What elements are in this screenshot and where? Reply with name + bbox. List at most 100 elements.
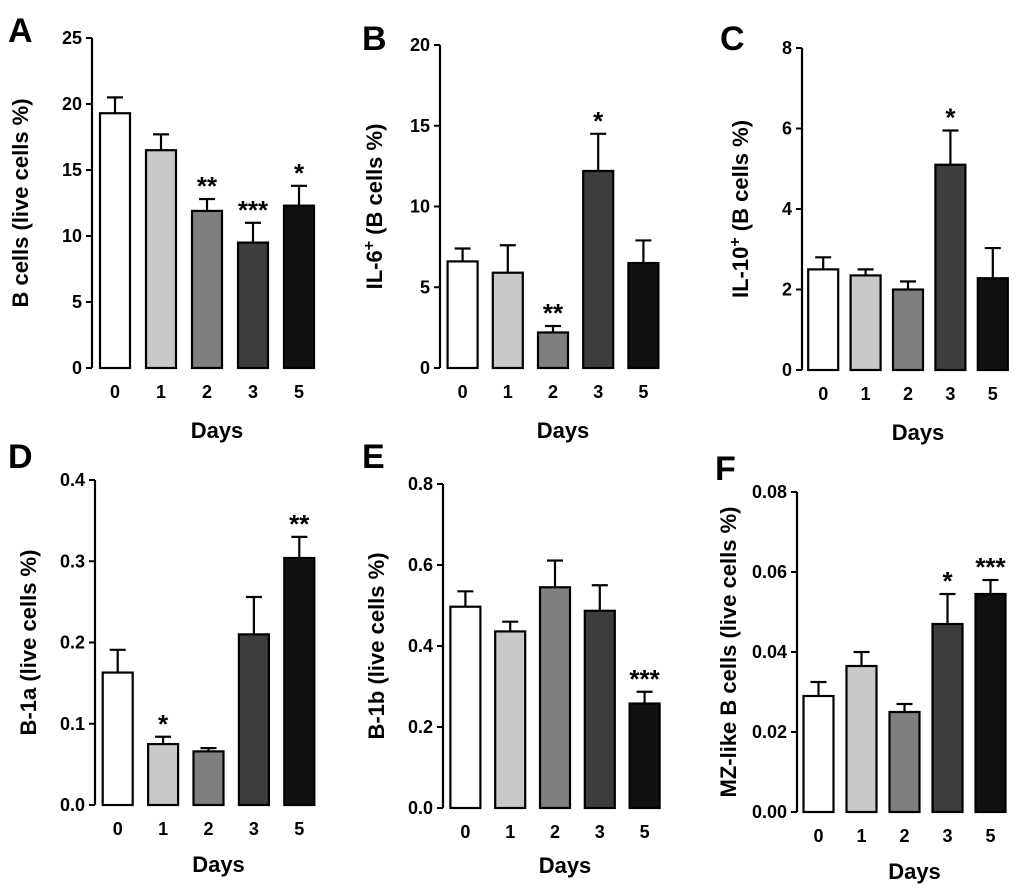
chart-panel-c: C 0 2 4 6 8 0 1 2 3 * 5 Days IL-10+ (B cells %)	[720, 20, 1009, 445]
x-tick-label: 1	[158, 819, 168, 839]
x-tick-label: 1	[856, 826, 866, 846]
x-tick-label: 1	[861, 384, 871, 404]
bar-day-2	[190, 209, 224, 370]
x-tick-label: 2	[899, 826, 909, 846]
bar-day-5	[283, 556, 316, 807]
x-axis-title: Days	[539, 853, 592, 878]
chart-panel-b: B 0 5 10 15 20 0 1 2 ** 3 * 5 Days IL-6+ (B cells %)	[361, 20, 660, 443]
y-tick-label: 0.2	[408, 717, 433, 737]
bar-day-2	[891, 288, 925, 372]
y-tick-label: 0	[72, 358, 82, 378]
y-tick-label: 0.0	[408, 798, 433, 818]
y-tick-label: 0.00	[752, 802, 787, 822]
y-tick-label: 0.02	[752, 722, 787, 742]
x-tick-label: 3	[945, 384, 955, 404]
x-tick-label: 0	[113, 819, 123, 839]
y-tick-label: 0.08	[752, 482, 787, 502]
y-tick-label: 0.3	[60, 551, 85, 571]
bar-day-0	[449, 605, 482, 810]
y-axis-title: IL-6+ (B cells %)	[361, 124, 388, 290]
y-axis-title: B cells (live cells %)	[8, 98, 33, 307]
x-tick-label: 0	[818, 384, 828, 404]
y-tick-label: 25	[62, 28, 82, 48]
panel-letter: D	[8, 438, 33, 476]
bar-day-3	[583, 609, 616, 810]
y-tick-label: 0.1	[60, 714, 85, 734]
bar-day-0	[802, 694, 835, 814]
x-axis-title: Days	[892, 420, 945, 445]
y-tick-label: 0.4	[408, 636, 433, 656]
y-tick-label: 5	[420, 277, 430, 297]
bar-day-5	[628, 702, 661, 810]
x-tick-label: 5	[988, 384, 998, 404]
y-tick-label: 0	[782, 360, 792, 380]
significance-label: *	[945, 103, 956, 133]
bar-day-2	[538, 586, 572, 810]
bar-day-5	[976, 277, 1009, 372]
x-tick-label: 2	[202, 382, 212, 402]
bar-day-2	[536, 331, 570, 370]
y-tick-label: 8	[782, 38, 792, 58]
bar-day-1	[147, 742, 180, 807]
chart-panel-d: D 0.0 0.1 0.2 0.3 0.4 0 1 * 2 3 5 ** Days B-1a (live c…	[8, 438, 316, 877]
y-tick-label: 0.8	[408, 474, 433, 494]
x-tick-label: 1	[505, 822, 515, 842]
x-tick-label: 5	[638, 382, 648, 402]
x-axis-title: Days	[888, 859, 941, 884]
bar-day-0	[446, 260, 479, 370]
y-tick-label: 10	[62, 226, 82, 246]
panel-letter: A	[8, 12, 33, 50]
bar-day-1	[494, 630, 527, 810]
significance-label: **	[197, 171, 218, 201]
x-tick-label: 0	[813, 826, 823, 846]
y-tick-label: 20	[410, 35, 430, 55]
y-tick-label: 4	[782, 199, 792, 219]
panel-letter: B	[362, 20, 387, 58]
y-axis-title: B-1b (live cells %)	[364, 552, 389, 739]
chart-panel-e: E 0.0 0.2 0.4 0.6 0.8 0 1 2 3 5 *** Days B-1b (live c…	[362, 438, 661, 878]
bar-day-1	[845, 664, 878, 814]
significance-label: *	[294, 158, 305, 188]
significance-label: **	[543, 298, 564, 328]
chart-panel-f: F 0.00 0.02 0.04 0.06 0.08 0 1 2 3 * 5 *** Days MZ-lik…	[715, 450, 1007, 884]
y-tick-label: 0.06	[752, 562, 787, 582]
x-tick-label: 3	[595, 822, 605, 842]
bar-day-3	[931, 622, 964, 814]
x-tick-label: 5	[985, 826, 995, 846]
y-tick-label: 0.2	[60, 633, 85, 653]
x-tick-label: 0	[110, 382, 120, 402]
x-axis-title: Days	[192, 852, 245, 877]
y-tick-label: 6	[782, 119, 792, 139]
x-tick-label: 2	[903, 384, 913, 404]
significance-label: ***	[629, 664, 660, 694]
panel-letter: F	[715, 450, 736, 488]
x-tick-label: 1	[156, 382, 166, 402]
bar-day-5	[974, 592, 1007, 814]
bar-day-1	[491, 271, 524, 370]
y-tick-label: 10	[410, 197, 430, 217]
significance-label: *	[593, 106, 604, 136]
bar-day-0	[101, 671, 134, 807]
x-tick-label: 5	[294, 819, 304, 839]
x-tick-label: 3	[248, 382, 258, 402]
x-tick-label: 2	[550, 822, 560, 842]
x-tick-label: 0	[458, 382, 468, 402]
x-tick-label: 3	[942, 826, 952, 846]
y-tick-label: 15	[410, 116, 430, 136]
y-tick-label: 15	[62, 160, 82, 180]
bar-day-1	[144, 149, 178, 370]
x-tick-label: 0	[460, 822, 470, 842]
bar-day-2	[888, 710, 921, 814]
y-tick-label: 0.6	[408, 555, 433, 575]
x-axis-title: Days	[191, 418, 244, 443]
significance-label: **	[289, 509, 310, 539]
x-tick-label: 3	[249, 819, 259, 839]
bar-day-0	[807, 268, 840, 372]
bar-day-3	[237, 633, 270, 807]
x-tick-label: 2	[548, 382, 558, 402]
significance-label: *	[158, 709, 169, 739]
bar-day-1	[849, 274, 882, 372]
panel-letter: E	[362, 438, 385, 476]
